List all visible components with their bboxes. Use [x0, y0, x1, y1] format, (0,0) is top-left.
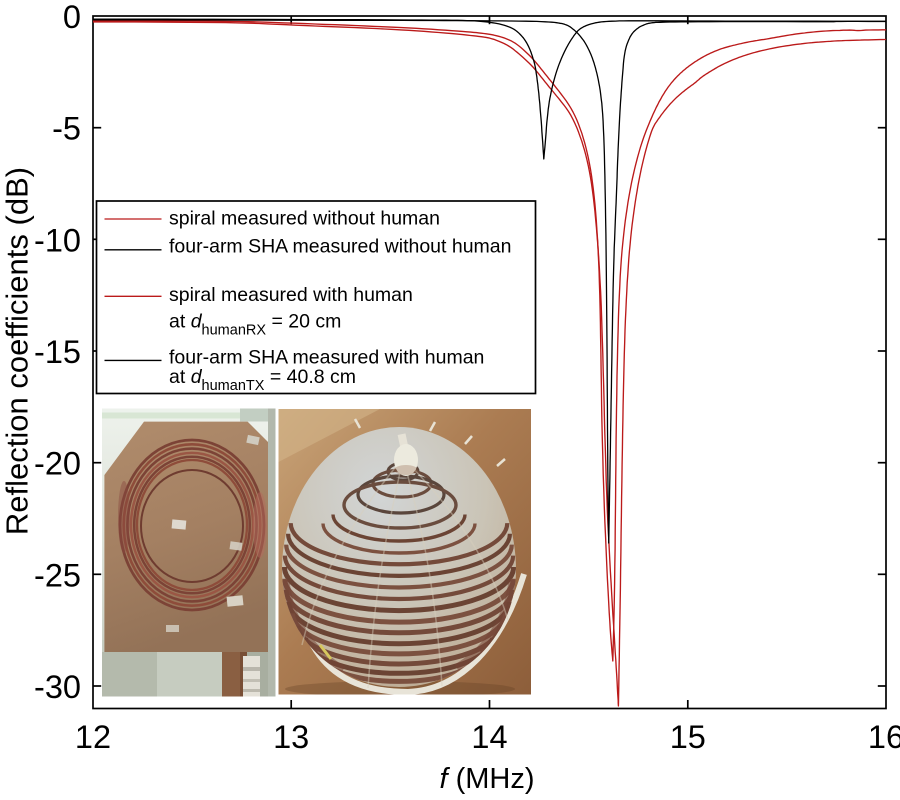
- svg-text:16: 16: [868, 719, 900, 755]
- svg-text:-5: -5: [52, 111, 81, 147]
- svg-text:-10: -10: [34, 222, 81, 258]
- svg-text:four-arm SHA measured without: four-arm SHA measured without human: [169, 236, 512, 258]
- svg-text:12: 12: [75, 719, 111, 755]
- svg-text:f (MHz): f (MHz): [439, 763, 534, 795]
- svg-text:15: 15: [670, 719, 706, 755]
- svg-text:spiral measured with human: spiral measured with human: [169, 284, 413, 306]
- svg-text:-20: -20: [34, 446, 81, 482]
- svg-text:spiral measured without human: spiral measured without human: [169, 208, 440, 230]
- svg-text:-25: -25: [34, 557, 81, 593]
- svg-text:Reflection coefficients (dB): Reflection coefficients (dB): [0, 167, 35, 535]
- svg-text:14: 14: [471, 719, 507, 755]
- svg-text:-15: -15: [34, 334, 81, 370]
- svg-text:four-arm SHA measured with hum: four-arm SHA measured with human: [169, 347, 484, 369]
- svg-text:-30: -30: [34, 669, 81, 705]
- svg-text:13: 13: [273, 719, 309, 755]
- svg-text:0: 0: [63, 0, 81, 35]
